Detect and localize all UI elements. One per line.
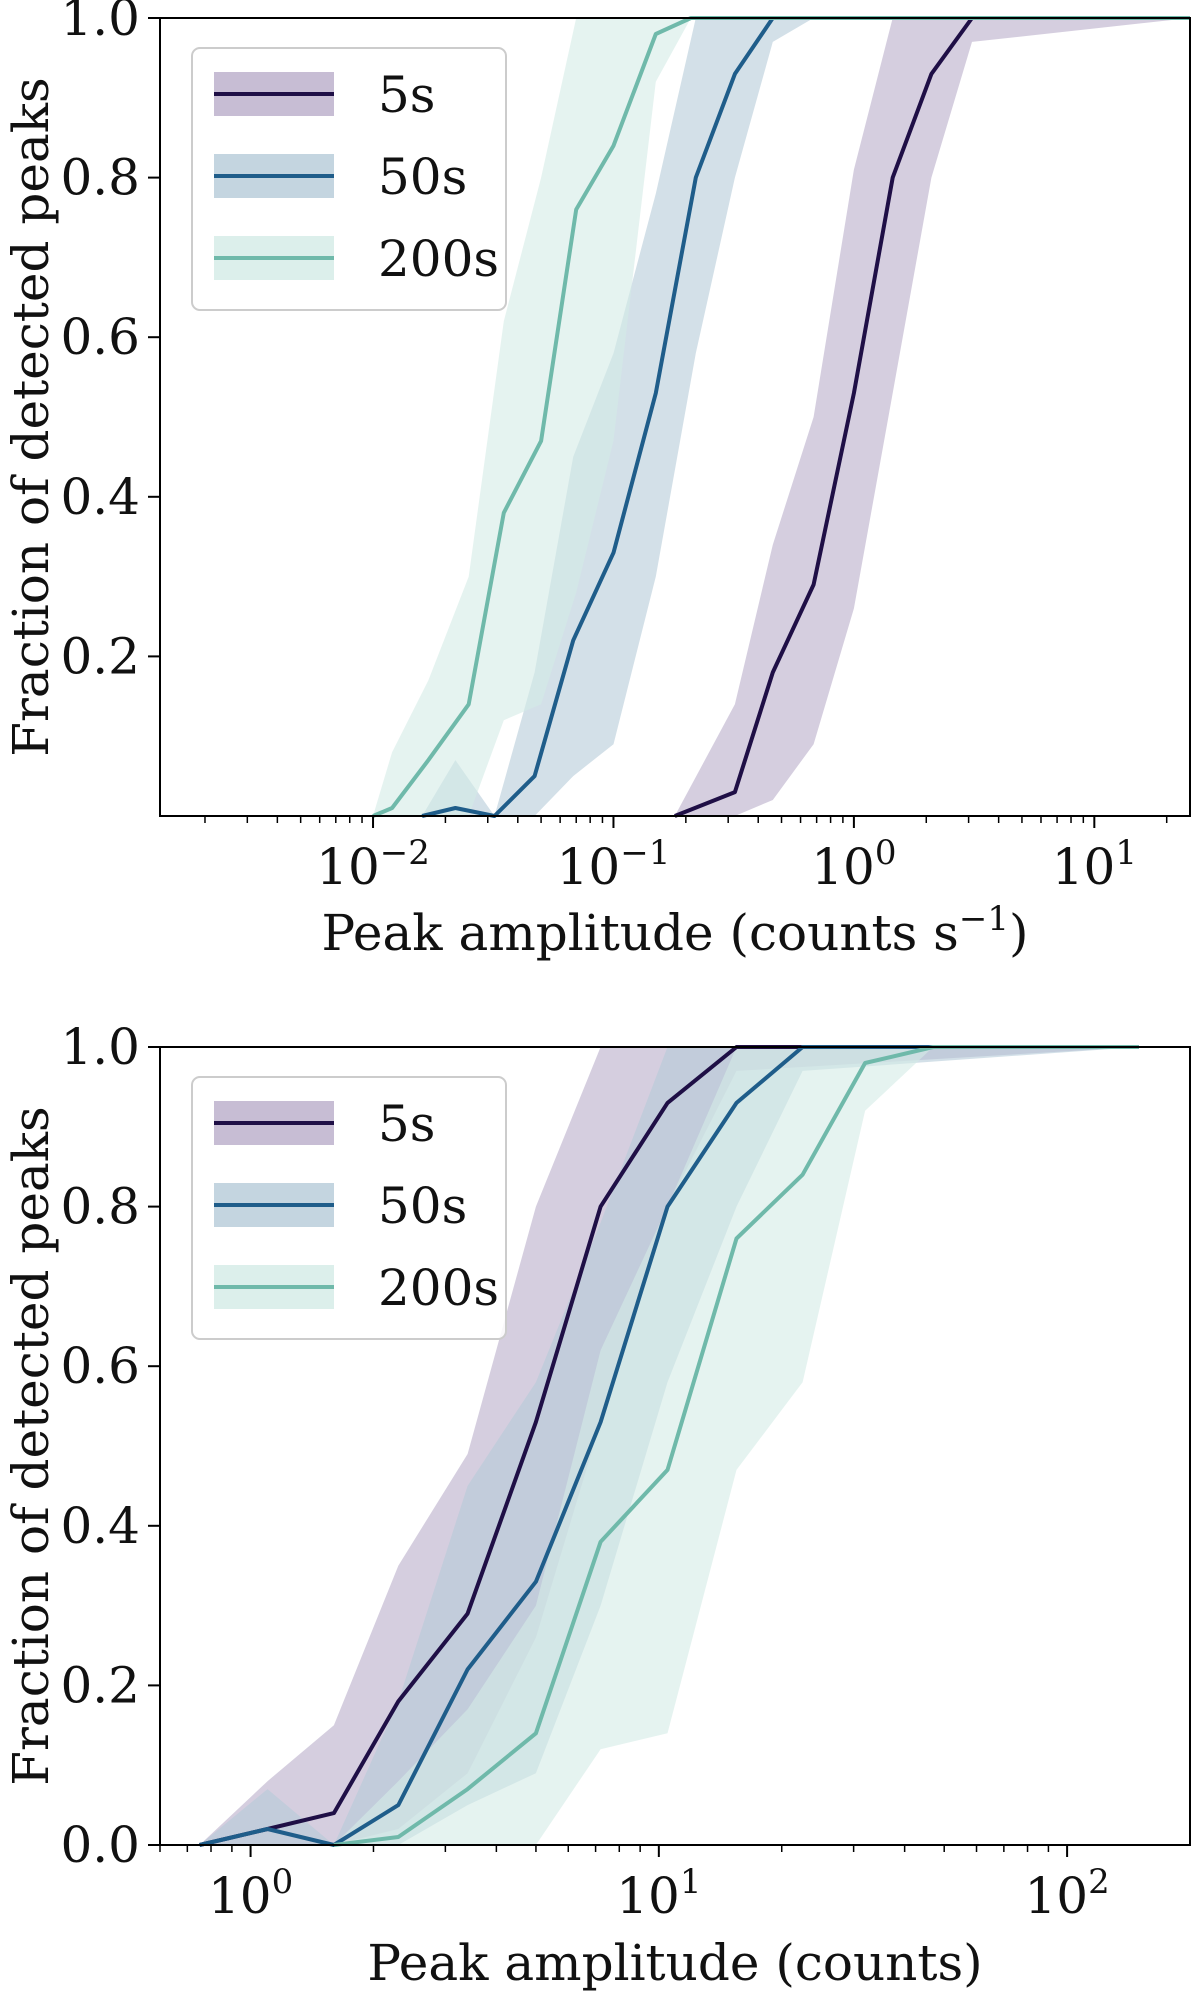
chart-bottom-axes-frame [159,1046,1191,1846]
chart-top-legend: 5s 50s 200s [191,47,507,311]
chart-top-legend-label-5s: 5s [378,66,435,124]
chart-top-ytick-label: 0.4 [60,468,140,526]
chart-bottom-xtick-label: 101 [616,1862,701,1925]
chart-bottom-ytick-label: 0.6 [60,1337,140,1395]
chart-bottom-ytick-label: 0.0 [60,1816,140,1874]
chart-bottom-xtick-label: 100 [208,1862,293,1925]
chart-bottom-ytick-label: 0.8 [60,1178,140,1236]
chart-top-band-5s [674,18,1190,816]
chart-top-xtick-label: 10−2 [316,833,430,896]
chart-top-xlabel: Peak amplitude (counts s−1) [322,899,1029,962]
chart-top-band-200s [373,18,1190,816]
chart-bottom-band-50s [199,1047,1140,1845]
chart-bottom-ytick-label: 0.4 [60,1497,140,1555]
chart-bottom-ytick-label: 0.2 [60,1656,140,1714]
chart-top-xtick-label: 10−1 [557,833,671,896]
chart-bottom-xlabel: Peak amplitude (counts) [367,1934,982,1992]
chart-top-plot: 0.2 0.4 0.6 0.8 1.0 10−2 10−1 100 101 Peak amplit… [2,0,1191,962]
chart-bottom-plot: 0.0 0.2 0.4 0.6 0.8 1.0 100 101 102 Peak amplitud… [2,1018,1140,1992]
chart-bottom-ytick-label: 1.0 [60,1018,140,1076]
chart-top-ytick-label: 0.2 [60,627,140,685]
chart-bottom-ylabel: Fraction of detected peaks [2,1106,60,1785]
chart-top-ytick-label: 0.8 [60,149,140,207]
chart-top-axes-frame [159,17,1191,817]
chart-top-xtick-label: 101 [1052,833,1137,896]
chart-top-xtick-label: 100 [811,833,896,896]
chart-top-ylabel: Fraction of detected peaks [2,77,60,756]
chart-bottom-band-200s [333,1047,1139,1845]
chart-bottom-legend-label-200s: 200s [378,1259,499,1317]
chart-top-band-50s [422,18,1191,816]
chart-top-ytick-label: 0.6 [60,308,140,366]
chart-bottom-legend-label-5s: 5s [378,1095,435,1153]
chart-bottom-legend-label-50s: 50s [378,1177,467,1235]
chart-bottom-xtick-label: 102 [1024,1862,1109,1925]
chart-top-ytick-label: 1.0 [60,0,140,47]
chart-bottom-line-5s [199,1045,1139,1847]
chart-bottom-legend: 5s 50s 200s [191,1076,507,1340]
chart-top-legend-label-50s: 50s [378,148,467,206]
chart-top-legend-label-200s: 200s [378,230,499,288]
